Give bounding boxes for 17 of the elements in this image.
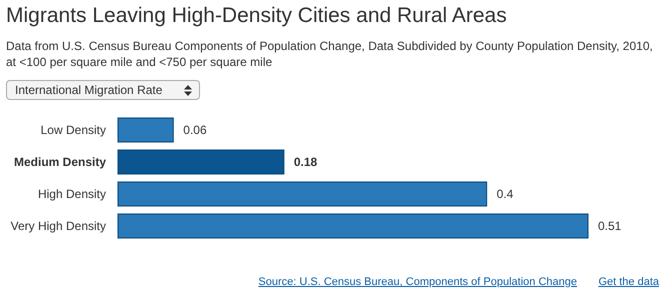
chart-subtitle: Data from U.S. Census Bureau Components of Population Change, Data Subdivided by County Population Density, 2010, at <100 per square mile and <750 per square mile <box>6 38 654 70</box>
bar <box>118 150 284 174</box>
y-tick-label: High Density <box>38 187 106 201</box>
dropdown-field: International Migration Rate <box>6 80 200 100</box>
data-label: 0.06 <box>183 123 207 137</box>
bar <box>118 182 488 206</box>
bar <box>118 118 174 142</box>
data-label: 0.51 <box>598 219 622 233</box>
text: Get the data <box>598 276 659 288</box>
y-tick-label: Low Density <box>40 123 106 137</box>
source-note: Source: U.S. Census Bureau, Components of Population Change <box>258 276 577 288</box>
data-label: 0.4 <box>496 187 514 201</box>
data-label: 0.18 <box>294 155 318 169</box>
y-tick-label: Medium Density <box>14 155 106 169</box>
chart-title: Migrants Leaving High-Density Cities and Rural Areas <box>6 4 507 28</box>
bar <box>118 214 588 238</box>
y-tick-label: Very High Density <box>10 219 106 233</box>
